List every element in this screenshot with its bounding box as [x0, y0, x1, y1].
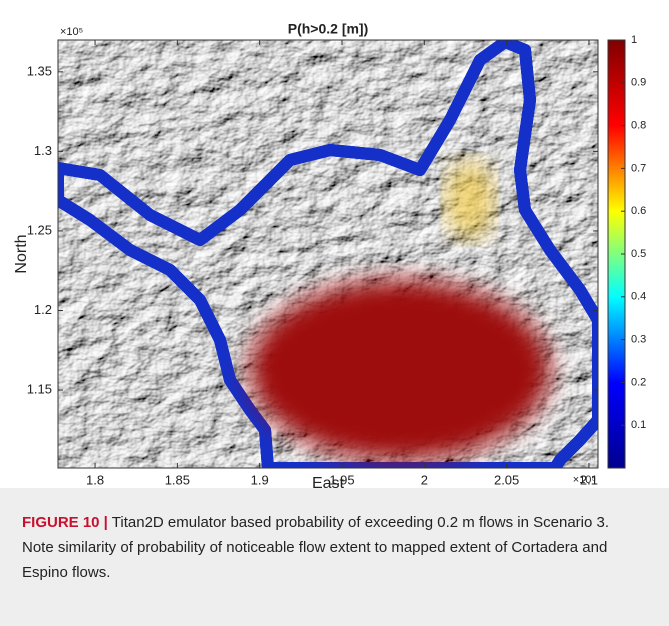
colorbar-tick-label: 1 [631, 34, 637, 46]
y-tick-label: 1.25 [27, 222, 52, 237]
colorbar-tick-label: 0.9 [631, 77, 646, 89]
y-scale-label: ×10⁵ [60, 26, 83, 38]
y-axis-label: North [13, 234, 30, 273]
colorbar-tick-label: 0.1 [631, 419, 646, 431]
caption-label: FIGURE 10 | [22, 514, 108, 531]
flow-spot [445, 160, 495, 240]
colorbar-tick-label: 0.2 [631, 376, 646, 388]
caption-body: Titan2D emulator based probability of ex… [22, 514, 609, 581]
colorbar-tick-label: 0.3 [631, 334, 646, 346]
y-tick-label: 1.15 [27, 381, 52, 396]
x-tick-label: 1.9 [251, 472, 269, 487]
y-tick-label: 1.35 [27, 63, 52, 78]
x-tick-label: 1.85 [165, 472, 190, 487]
caption: FIGURE 10 | Titan2D emulator based proba… [0, 488, 669, 626]
colorbar-tick-label: 0.6 [631, 205, 646, 217]
colorbar-tick-label: 0.8 [631, 120, 646, 132]
chart-title: P(h>0.2 [m]) [288, 21, 369, 37]
x-tick-label: 2 [421, 472, 428, 487]
page: P(h>0.2 [m]) East North ×10⁵ ×10⁵ 1.81.8… [0, 0, 669, 626]
x-tick-label: 2.1 [580, 472, 598, 487]
colorbar-tick-label: 0.7 [631, 162, 646, 174]
colorbar-tick-label: 0.5 [631, 248, 646, 260]
caption-text: FIGURE 10 | Titan2D emulator based proba… [22, 510, 642, 585]
x-tick-label: 1.95 [329, 472, 354, 487]
y-tick-label: 1.2 [34, 302, 52, 317]
x-tick-label: 2.05 [494, 472, 519, 487]
map [58, 40, 598, 468]
flow-core [250, 280, 550, 460]
x-tick-label: 1.8 [86, 472, 104, 487]
colorbar-tick-label: 0.4 [631, 291, 646, 303]
y-tick-label: 1.3 [34, 143, 52, 158]
